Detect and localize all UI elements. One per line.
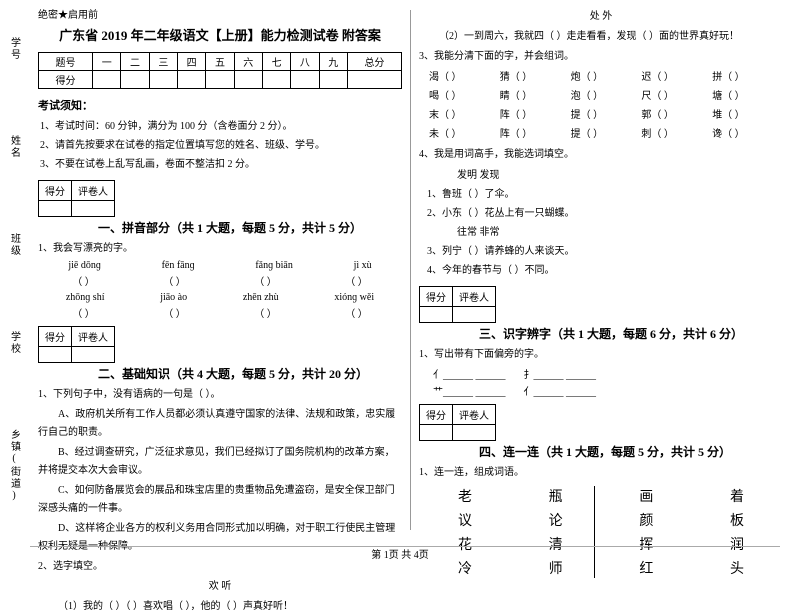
radical-row: 艹______ ______ 亻______ ______ bbox=[433, 383, 783, 398]
left-column: 绝密★启用前 广东省 2019 年二年级语文【上册】能力检测试卷 附答案 题号 … bbox=[30, 0, 410, 540]
mini-h: 评卷人 bbox=[72, 181, 115, 201]
q1-1: 1、我会写漂亮的字。 bbox=[38, 240, 402, 258]
th: 七 bbox=[262, 53, 290, 71]
score-mini-table: 得分评卷人 bbox=[38, 326, 115, 363]
blank-row: （ ） （ ） （ ） （ ） bbox=[38, 305, 402, 320]
td: 得分 bbox=[39, 71, 93, 89]
exam-title: 广东省 2019 年二年级语文【上册】能力检测试卷 附答案 bbox=[38, 25, 402, 44]
fill-block: 发明 发现 1、鲁班（ ）了伞。 2、小东（ ）花丛上有一只蝴蝶。 往常 非常 … bbox=[427, 166, 783, 280]
secret-mark: 绝密★启用前 bbox=[38, 6, 402, 21]
side-label: 乡镇(街道) bbox=[7, 429, 22, 503]
q2-4: 4、我是用词高手，我能选词填空。 bbox=[419, 146, 783, 164]
q2-1b: B、经过调查研究，广泛征求意见，我们已经拟订了国务院机构的改革方案，并将提交本次… bbox=[38, 444, 402, 480]
q2-2-line: （1）我的（ ）（ ）喜欢唱（ ），他的（ ）声真好听！ bbox=[38, 598, 402, 616]
q2-2-h: 欢 听 bbox=[38, 578, 402, 596]
th: 九 bbox=[319, 53, 347, 71]
notice-item: 3、不要在试卷上乱写乱画，卷面不整洁扣 2 分。 bbox=[40, 155, 402, 174]
th: 一 bbox=[93, 53, 121, 71]
th: 四 bbox=[178, 53, 206, 71]
th: 五 bbox=[206, 53, 234, 71]
section-3-heading: 三、识字辨字（共 1 大题，每题 6 分，共计 6 分） bbox=[479, 325, 783, 342]
right-column: 处 外 （2）一到周六，我就四（ ）走走看看，发现（ ）面的世界真好玩！ 3、我… bbox=[411, 0, 791, 540]
page-footer: 第 1页 共 4页 bbox=[0, 546, 800, 561]
pinyin-row: jiē dōnɡ fēn fānɡ fǎnɡ biān jì xù bbox=[38, 260, 402, 271]
score-header-row: 题号 一 二 三 四 五 六 七 八 九 总分 bbox=[39, 53, 402, 71]
th: 总分 bbox=[347, 53, 401, 71]
score-table: 题号 一 二 三 四 五 六 七 八 九 总分 得分 bbox=[38, 52, 402, 89]
side-label: 班级 bbox=[7, 233, 22, 257]
radical-row: 亻______ ______ 扌______ ______ bbox=[433, 366, 783, 381]
th: 题号 bbox=[39, 53, 93, 71]
side-label: 学号 bbox=[7, 37, 22, 61]
q2-1a: A、政府机关所有工作人员都必须认真遵守国家的法律、法规和政策，忠实履行自己的职责… bbox=[38, 406, 402, 442]
section-2-heading: 二、基础知识（共 4 大题，每题 5 分，共计 20 分） bbox=[98, 365, 402, 382]
q2-1c: C、如何防备展览会的展品和珠宝店里的贵重物品免遭盗窃，是安全保卫部门深感头痛的一… bbox=[38, 482, 402, 518]
score-mini-table: 得分评卷人 bbox=[419, 286, 496, 323]
mini-h: 得分 bbox=[39, 181, 72, 201]
notice-item: 2、请首先按要求在试卷的指定位置填写您的姓名、班级、学号。 bbox=[40, 136, 402, 155]
q3-1: 1、写出带有下面偏旁的字。 bbox=[419, 346, 783, 364]
section-4-heading: 四、连一连（共 1 大题，每题 5 分，共计 5 分） bbox=[479, 443, 783, 460]
side-label: 姓名 bbox=[7, 135, 22, 159]
match-block: 老瓶画着 议论颜板 花清挥润 冷师红头 bbox=[419, 486, 783, 578]
score-value-row: 得分 bbox=[39, 71, 402, 89]
char-grid: 渴（ ）猜（ ）炮（ ）迟（ ）拼（ ） 喝（ ）睛（ ）泡（ ）尺（ ）塘（ … bbox=[429, 68, 783, 144]
notice-item: 1、考试时间：60 分钟，满分为 100 分（含卷面分 2 分）。 bbox=[40, 117, 402, 136]
th: 三 bbox=[149, 53, 177, 71]
side-label: 学校 bbox=[7, 331, 22, 355]
q2-1: 1、下列句子中，没有语病的一句是（ ）。 bbox=[38, 386, 402, 404]
q2-2-line2: （2）一到周六，我就四（ ）走走看看，发现（ ）面的世界真好玩！ bbox=[419, 28, 783, 46]
notice-list: 1、考试时间：60 分钟，满分为 100 分（含卷面分 2 分）。 2、请首先按… bbox=[38, 117, 402, 174]
binding-margin: 学号 姓名 班级 学校 乡镇(街道) bbox=[0, 0, 28, 540]
notice-heading: 考试须知： bbox=[38, 97, 402, 113]
score-mini-table: 得分评卷人 bbox=[419, 404, 496, 441]
th: 六 bbox=[234, 53, 262, 71]
q2-3: 3、我能分清下面的字，并会组词。 bbox=[419, 48, 783, 66]
th: 八 bbox=[291, 53, 319, 71]
blank-row: （ ） （ ） （ ） （ ） bbox=[38, 273, 402, 288]
page-content: 绝密★启用前 广东省 2019 年二年级语文【上册】能力检测试卷 附答案 题号 … bbox=[30, 0, 800, 540]
score-mini-table: 得分评卷人 bbox=[38, 180, 115, 217]
section-1-heading: 一、拼音部分（共 1 大题，每题 5 分，共计 5 分） bbox=[98, 219, 402, 236]
th: 二 bbox=[121, 53, 149, 71]
col2-top: 处 外 bbox=[419, 8, 783, 26]
q4-1: 1、连一连，组成词语。 bbox=[419, 464, 783, 482]
pinyin-row: zhōnɡ shí jiāo ào zhēn zhù xiónɡ wěi bbox=[38, 292, 402, 303]
